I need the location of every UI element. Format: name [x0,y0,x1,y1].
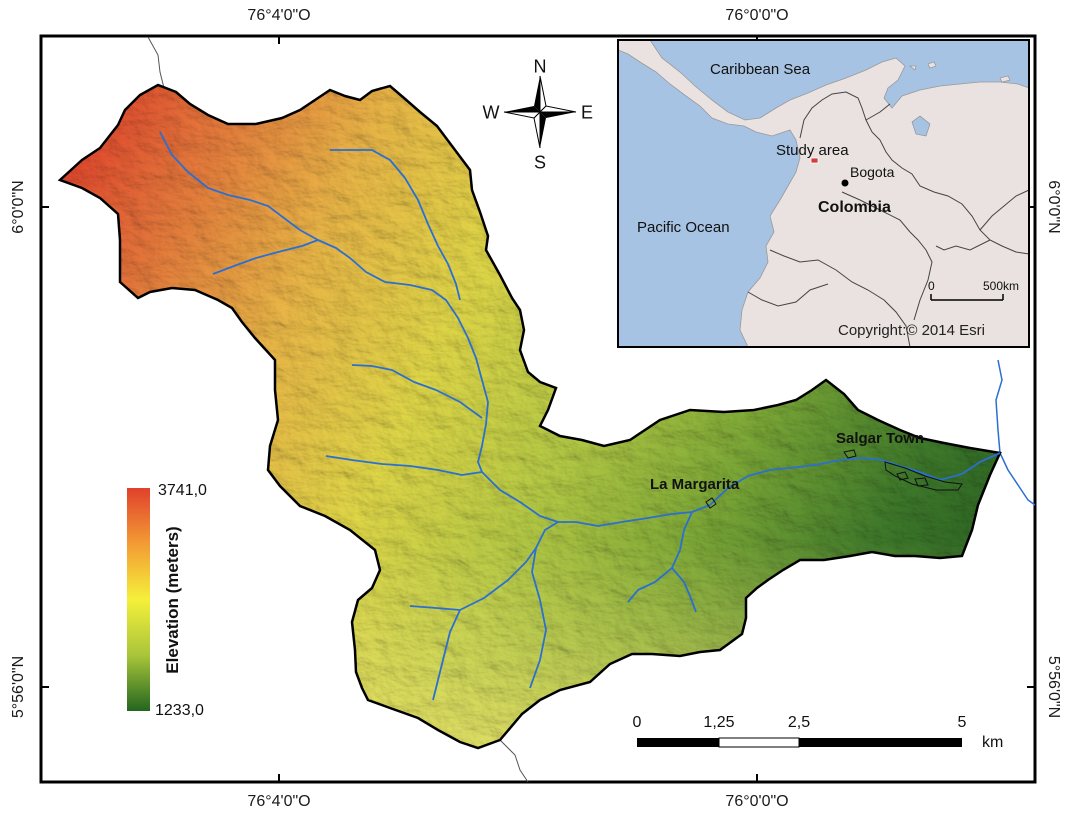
inset-colombia: Colombia [818,199,891,216]
inset-caribbean-sea: Caribbean Sea [710,61,811,78]
scale-unit: km [982,734,1004,751]
scale-tick-1: 1,25 [703,714,735,731]
legend-max-value: 3741,0 [158,482,207,499]
coord-top-2: 76°0'0"O [725,7,789,24]
settlement-footprints [705,449,963,509]
coord-left-2: 5°56'0"N [10,655,27,719]
inset-copyright: Copyright:© 2014 Esri [838,322,985,339]
main-scalebar [637,737,962,748]
label-salgar-town: Salgar Town [836,430,925,447]
coord-bottom-1: 76°4'0"O [247,793,311,810]
river-network [159,131,1001,701]
north-arrow [503,75,577,149]
bogota-dot [841,179,849,187]
scale-tick-2: 2,5 [787,714,811,731]
inset-pacific-ocean: Pacific Ocean [637,219,730,236]
compass-e: E [580,102,594,123]
legend-title: Elevation (meters) [163,526,182,674]
compass-n: N [533,56,547,77]
inset-borders [747,91,1030,348]
outside-lines [147,36,529,783]
coord-left-1: 6°0'0"N [10,180,27,234]
study-area-marker [810,157,819,164]
inset-scale-end: 500km [983,279,1020,293]
label-la-margarita: La Margarita [650,476,740,493]
inset-frame [617,39,1030,348]
inset-map [617,39,1030,348]
legend-min-value: 1233,0 [155,702,204,719]
scale-tick-3: 5 [957,714,967,731]
coord-bottom-2: 76°0'0"O [725,793,789,810]
inset-study-area: Study area [776,142,849,159]
coord-right-1: 6°0'0"N [1045,180,1062,234]
inset-scalebar [930,294,1004,301]
compass-s: S [533,152,547,173]
coord-right-2: 5°56'0"N [1045,655,1062,719]
coord-top-1: 76°4'0"O [247,7,311,24]
inset-scale-zero: 0 [928,279,935,293]
legend-colorbar [127,488,150,711]
outside-river-east [999,452,1036,506]
scale-tick-0: 0 [632,714,642,731]
inset-bogota: Bogota [850,164,895,180]
compass-w: W [482,102,500,123]
outside-river-north [995,359,1003,454]
